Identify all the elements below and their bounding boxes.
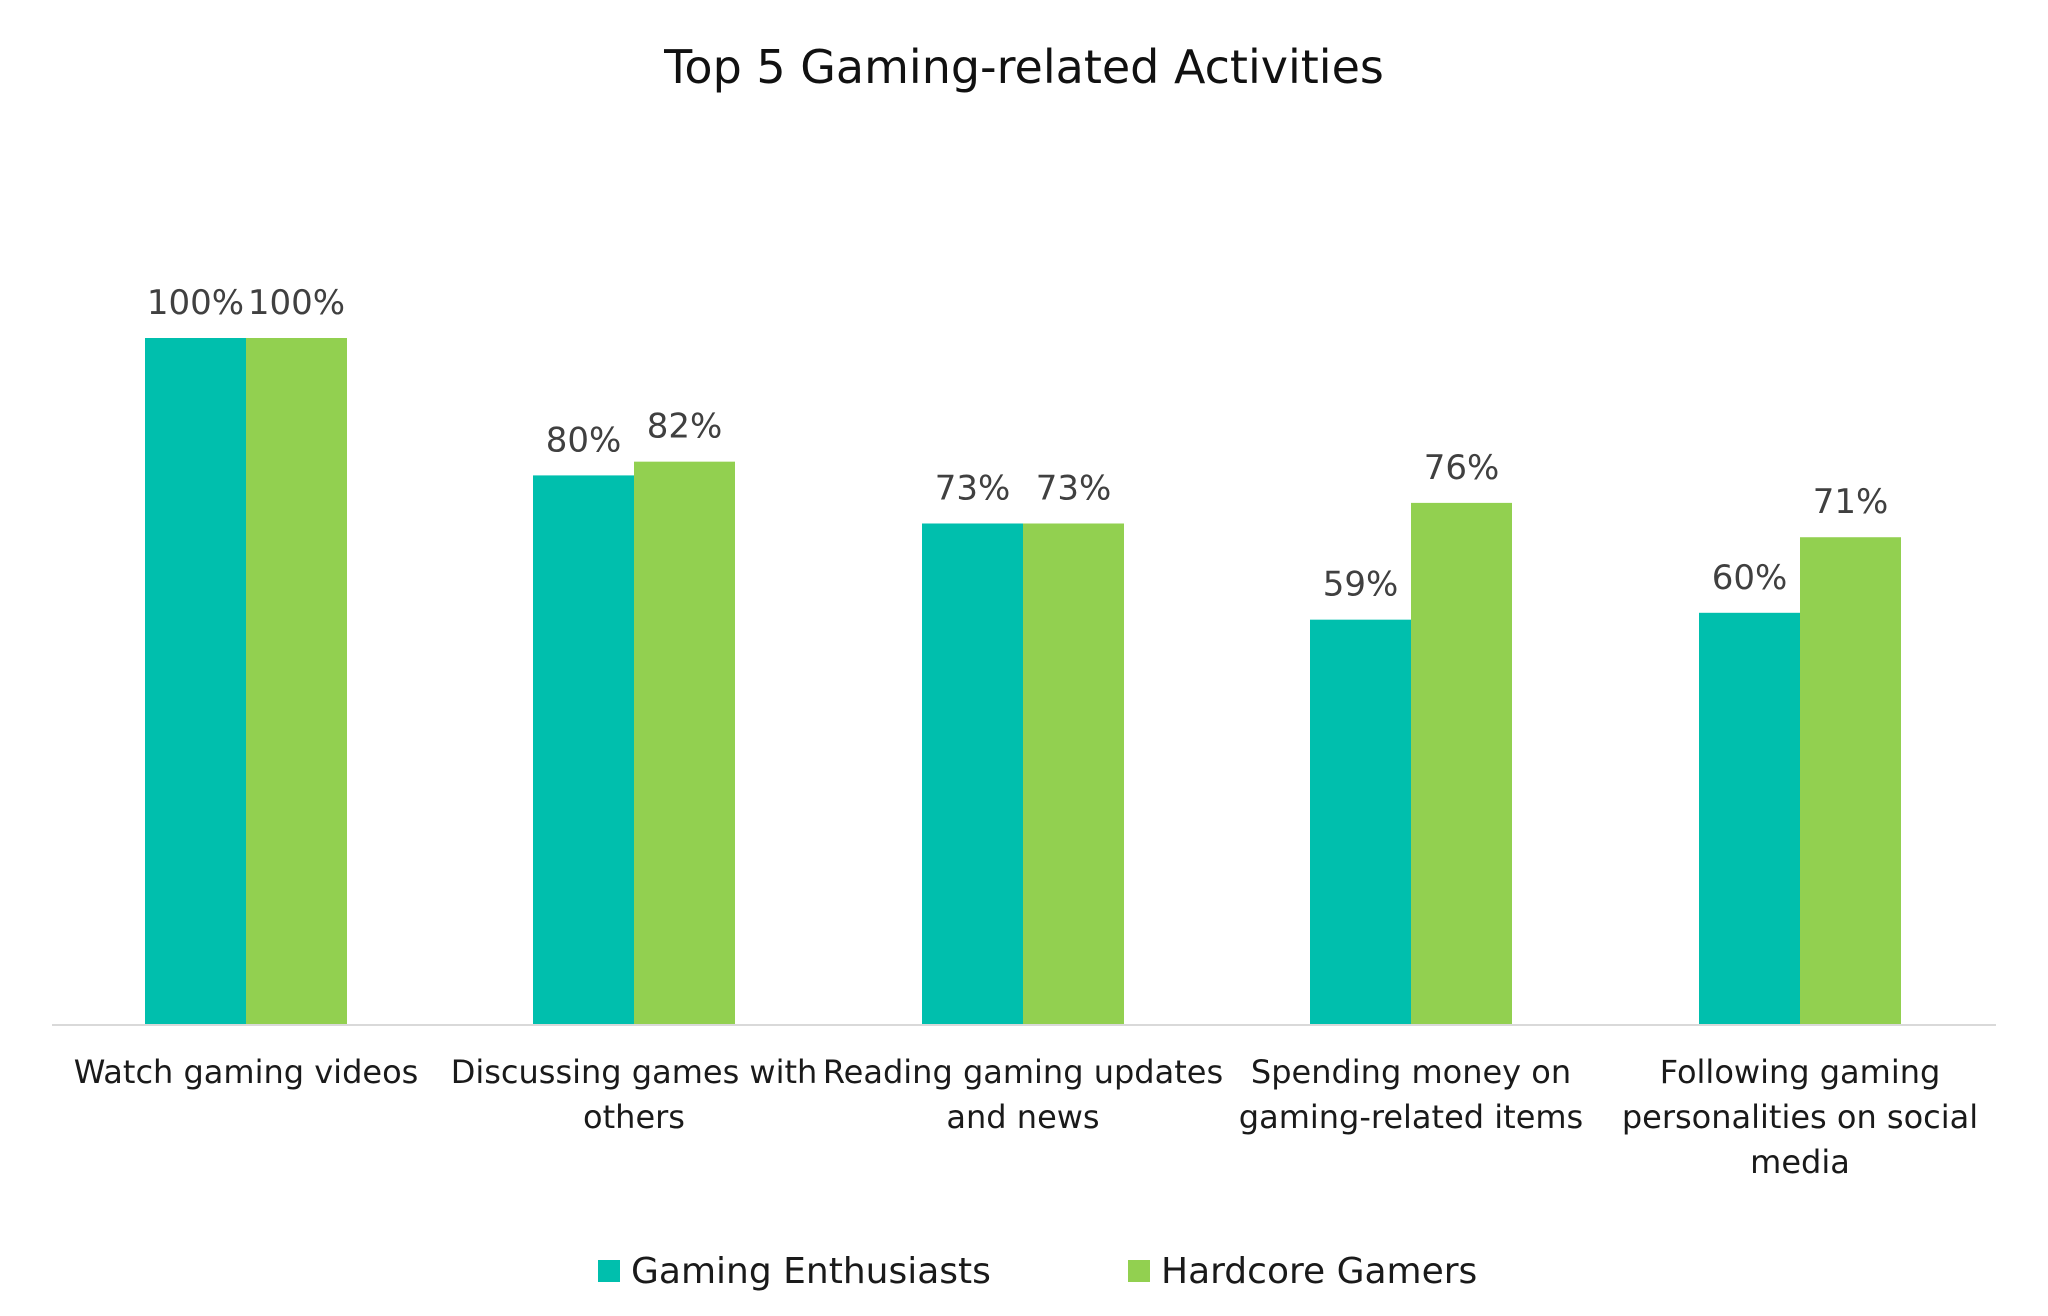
data-label-hardcore-1: 82% xyxy=(647,407,723,447)
category-label-1-line-1: others xyxy=(583,1098,685,1136)
legend-label-hardcore: Hardcore Gamers xyxy=(1161,1251,1477,1292)
data-label-enthusiasts-1: 80% xyxy=(546,420,622,460)
data-label-hardcore-2: 73% xyxy=(1036,468,1112,508)
data-label-hardcore-3: 76% xyxy=(1424,448,1500,488)
bar-enthusiasts-1 xyxy=(533,475,634,1025)
legend: Gaming Enthusiasts Hardcore Gamers xyxy=(598,1251,1477,1292)
legend-swatch-hardcore xyxy=(1128,1260,1150,1282)
data-label-enthusiasts-2: 73% xyxy=(935,468,1011,508)
legend-swatch-enthusiasts xyxy=(598,1260,620,1282)
data-labels-layer: 100% 80% 73% 59% 60% 100% 82% 73% 76% 71% xyxy=(147,283,1888,605)
category-label-3-line-0: Spending money on xyxy=(1251,1053,1571,1091)
category-labels-layer: Watch gaming videos Discussing games with… xyxy=(74,1053,1978,1181)
category-label-0-line-0: Watch gaming videos xyxy=(74,1053,419,1091)
category-label-2-line-1: and news xyxy=(946,1098,1099,1136)
bars-layer xyxy=(145,338,1901,1025)
bar-enthusiasts-4 xyxy=(1699,612,1800,1025)
category-label-2-line-0: Reading gaming updates xyxy=(823,1053,1223,1091)
bar-enthusiasts-0 xyxy=(145,338,246,1025)
category-label-4-line-0: Following gaming xyxy=(1660,1053,1941,1091)
bar-hardcore-0 xyxy=(246,338,347,1025)
data-label-hardcore-0: 100% xyxy=(248,283,345,323)
data-label-hardcore-4: 71% xyxy=(1813,482,1889,522)
category-label-1-line-0: Discussing games with xyxy=(451,1053,818,1091)
data-label-enthusiasts-0: 100% xyxy=(147,283,244,323)
bar-enthusiasts-2 xyxy=(922,523,1023,1025)
bar-hardcore-2 xyxy=(1023,523,1124,1025)
data-label-enthusiasts-4: 60% xyxy=(1712,558,1788,598)
chart-title: Top 5 Gaming-related Activities xyxy=(663,40,1384,94)
bar-hardcore-3 xyxy=(1411,502,1512,1025)
data-label-enthusiasts-3: 59% xyxy=(1323,565,1399,605)
bar-hardcore-4 xyxy=(1800,537,1901,1025)
legend-label-enthusiasts: Gaming Enthusiasts xyxy=(631,1251,991,1292)
bar-hardcore-1 xyxy=(634,461,735,1025)
category-label-3-line-1: gaming-related items xyxy=(1239,1098,1583,1136)
bar-enthusiasts-3 xyxy=(1310,619,1411,1025)
category-label-4-line-2: media xyxy=(1750,1143,1850,1181)
category-label-4-line-1: personalities on social xyxy=(1622,1098,1978,1136)
